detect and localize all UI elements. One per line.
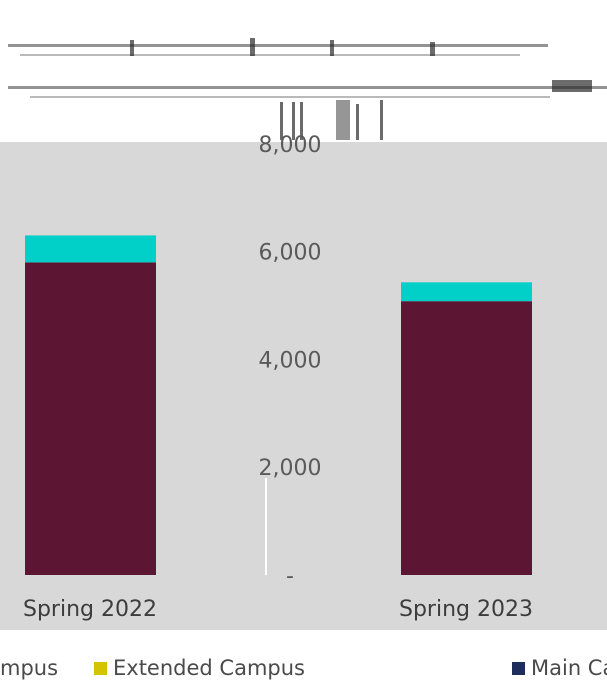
chart-header-artifacts <box>0 0 607 140</box>
chart-legend: mpus Extended Campus Main Ca <box>0 650 607 690</box>
legend-item-campus-partial: mpus <box>0 656 58 680</box>
y-tick-label: 4,000 <box>259 348 322 373</box>
y-tick-label: 6,000 <box>259 241 322 266</box>
y-tick-label: - <box>286 564 294 589</box>
legend-item-main-campus: Main Ca <box>512 656 607 680</box>
legend-swatch-icon <box>512 661 525 675</box>
legend-label: Extended Campus <box>113 656 305 680</box>
bar-segment-extended-campus <box>25 235 156 263</box>
y-tick-label: 2,000 <box>259 456 322 481</box>
legend-label: Main Ca <box>531 656 607 680</box>
legend-item-extended-campus: Extended Campus <box>94 656 305 680</box>
bar-segment-main-campus <box>25 262 156 575</box>
bar-segment-extended-campus <box>401 282 532 302</box>
bar-segment-main-campus <box>401 301 532 575</box>
x-category-label: Spring 2023 <box>399 597 533 622</box>
x-category-label: Spring 2022 <box>23 597 157 622</box>
legend-swatch-icon <box>94 661 107 675</box>
y-tick-label: 8,000 <box>259 133 322 158</box>
legend-label: mpus <box>0 656 59 680</box>
